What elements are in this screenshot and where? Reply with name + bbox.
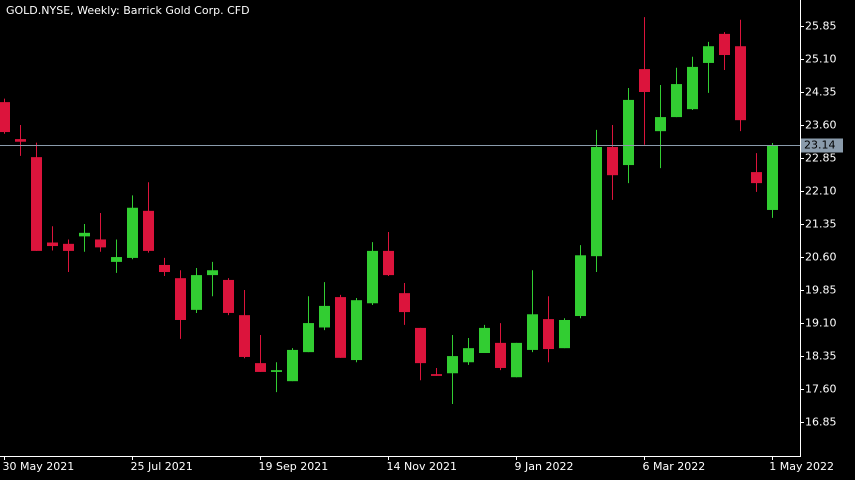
candle-body	[767, 145, 778, 210]
y-tick-label: 23.60	[805, 119, 837, 132]
y-tick-label: 20.60	[805, 251, 837, 264]
candle-body	[47, 242, 58, 247]
y-tick-label: 25.85	[805, 20, 837, 33]
candle-body	[623, 99, 634, 166]
candle-body	[63, 243, 74, 251]
candle-body	[735, 46, 746, 121]
candle-body	[143, 210, 154, 251]
candle-body	[655, 117, 666, 132]
candle-body	[335, 297, 346, 358]
candle-body	[223, 279, 234, 313]
candle-body	[543, 319, 554, 350]
candle-body	[191, 275, 202, 310]
candle-body	[175, 278, 186, 320]
candle-body	[399, 293, 410, 313]
candle-body	[95, 239, 106, 248]
candle-body	[463, 348, 474, 363]
x-tick-label: 6 Mar 2022	[643, 460, 706, 473]
candle-body	[447, 356, 458, 374]
candle-body	[159, 264, 170, 273]
candle-body	[479, 327, 490, 354]
x-tick-label: 25 Jul 2021	[131, 460, 193, 473]
y-tick-label: 16.85	[805, 416, 837, 429]
x-tick-label: 14 Nov 2021	[387, 460, 457, 473]
candle-body	[0, 102, 10, 133]
candle-body	[111, 257, 122, 262]
candle-body	[303, 323, 314, 353]
y-tick-label: 21.35	[805, 218, 837, 231]
candle-body	[575, 255, 586, 317]
candle-body	[207, 270, 218, 276]
x-tick-label: 1 May 2022	[769, 460, 834, 473]
candle-body	[719, 33, 730, 56]
candle-body	[287, 349, 298, 382]
candle-body	[127, 207, 138, 258]
y-tick-label: 19.10	[805, 317, 837, 330]
candle-body	[367, 250, 378, 304]
candle-body	[511, 342, 522, 378]
candle-body	[495, 342, 506, 368]
candle-body	[559, 319, 570, 349]
candle-body	[79, 232, 90, 237]
candle-body	[431, 374, 442, 376]
candle-body	[639, 69, 650, 92]
candle-body	[607, 147, 618, 176]
candle-body	[15, 139, 26, 142]
y-tick-label: 19.85	[805, 284, 837, 297]
last-price-label: 23.14	[804, 139, 836, 152]
candle-body	[351, 300, 362, 361]
x-tick-label: 19 Sep 2021	[259, 460, 329, 473]
candle-body	[271, 370, 282, 372]
x-tick-label: 9 Jan 2022	[515, 460, 574, 473]
candle-body	[31, 157, 42, 251]
y-tick-label: 17.60	[805, 383, 837, 396]
candle-body	[591, 147, 602, 257]
x-tick-label: 30 May 2021	[3, 460, 75, 473]
candle-body	[671, 84, 682, 118]
last-price-box	[801, 138, 843, 153]
candle-body	[319, 305, 330, 328]
candle-body	[415, 327, 426, 364]
candle-body	[751, 172, 762, 184]
y-tick-label: 22.10	[805, 185, 837, 198]
candle-body	[239, 315, 250, 357]
chart-title: GOLD.NYSE, Weekly: Barrick Gold Corp. CF…	[6, 4, 250, 17]
candle-body	[383, 250, 394, 276]
candle-body	[703, 46, 714, 63]
candle-body	[687, 66, 698, 110]
y-tick-label: 18.35	[805, 350, 837, 363]
candle-body	[255, 363, 266, 372]
y-tick-label: 22.85	[805, 152, 837, 165]
candle-body	[527, 314, 538, 350]
y-tick-label: 24.35	[805, 86, 837, 99]
y-tick-label: 25.10	[805, 53, 837, 66]
